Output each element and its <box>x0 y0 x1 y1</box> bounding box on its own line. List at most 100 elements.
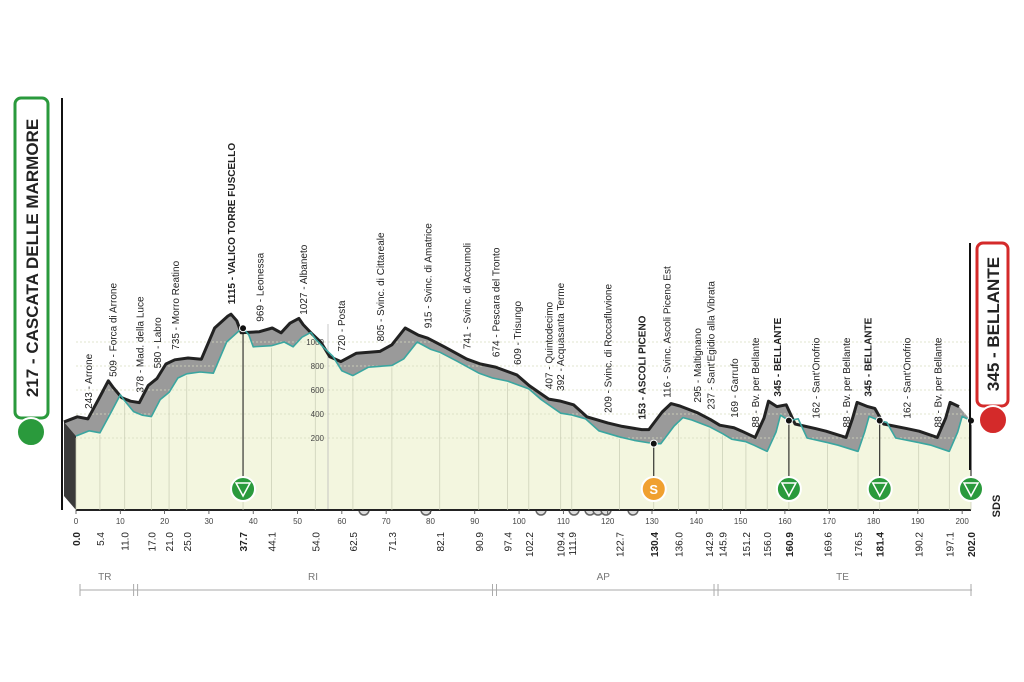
profile-dot <box>784 416 793 425</box>
marker-text: S <box>649 482 658 497</box>
y-tick-label: 400 <box>311 410 325 419</box>
km-label: 160.9 <box>785 532 796 557</box>
start-label: 217 - CASCATA DELLE MARMORE <box>23 119 42 397</box>
x-tick-label: 30 <box>204 517 213 526</box>
x-tick-label: 200 <box>955 517 969 526</box>
y-tick-label: 200 <box>311 434 325 443</box>
profile-dot <box>875 416 884 425</box>
waypoint-label: 237 - Sant'Egidio alla Vibrata <box>706 281 717 410</box>
x-tick-label: 170 <box>823 517 837 526</box>
km-label: 102.2 <box>525 532 536 557</box>
profile-line <box>75 327 972 453</box>
start-icon <box>16 417 46 447</box>
x-tick-label: 100 <box>512 517 526 526</box>
waypoint-label: 609 - Trisungo <box>513 301 524 365</box>
km-label: 176.5 <box>854 532 865 557</box>
km-label: 111.9 <box>568 532 579 556</box>
waypoint-label: 169 - Garrufo <box>730 358 741 418</box>
km-label: 169.6 <box>823 532 834 557</box>
waypoint-label: 805 - Svinc. di Cittareale <box>376 232 387 341</box>
waypoint-label: 162 - Sant'Onofrio <box>903 337 914 418</box>
waypoint-label: 345 - BELLANTE <box>864 317 875 396</box>
km-label: 156.0 <box>763 532 774 557</box>
km-label: 17.0 <box>147 532 158 552</box>
waypoint-label: 243 - Arrone <box>84 353 95 408</box>
marker-triangle <box>780 482 798 498</box>
waypoint-label: 509 - Forca di Arrone <box>109 283 120 377</box>
km-label: 109.4 <box>557 532 568 557</box>
relief-band <box>64 314 971 452</box>
marker-triangle <box>962 482 980 498</box>
left-face <box>64 421 76 510</box>
km-label: 145.9 <box>718 532 729 557</box>
waypoint-label: 209 - Svinc. di Roccafluvione <box>604 284 615 413</box>
km-label: 44.1 <box>267 532 278 552</box>
x-tick-label: 70 <box>382 517 391 526</box>
x-tick-label: 90 <box>470 517 479 526</box>
x-tick-label: 160 <box>778 517 792 526</box>
finish-label: 345 - BELLANTE <box>984 257 1003 391</box>
km-label: 82.1 <box>436 532 447 552</box>
waypoint-label: 88 - Bv. per Bellante <box>842 337 853 427</box>
marker <box>640 476 667 502</box>
km-label: 21.0 <box>165 532 176 552</box>
logo: SDS <box>991 495 1003 518</box>
waypoint-label: 162 - Sant'Onofrio <box>811 337 822 418</box>
x-tick-label: 190 <box>911 517 925 526</box>
waypoint-label: 741 - Svinc. di Accumoli <box>463 243 474 349</box>
km-label: 97.4 <box>504 532 515 552</box>
km-label: 71.3 <box>388 532 399 552</box>
km-label: 5.4 <box>96 532 107 546</box>
x-tick-label: 180 <box>867 517 881 526</box>
waypoint-label: 674 - Pescara del Tronto <box>492 247 503 357</box>
x-tick-label: 60 <box>337 517 346 526</box>
waypoint-label: 295 - Maltignano <box>693 328 704 403</box>
relief-top <box>63 312 960 439</box>
waypoint-label: 1027 - Albaneto <box>299 244 310 314</box>
waypoint-label: 735 - Morro Reatino <box>171 260 182 349</box>
waypoint-label: 392 - Acquasanta Terme <box>556 282 567 391</box>
province-label: TE <box>836 572 849 583</box>
waypoint-label: 915 - Svinc. di Amatrice <box>424 223 435 328</box>
profile-fill <box>76 328 971 510</box>
x-tick-label: 140 <box>690 517 704 526</box>
km-label: 25.0 <box>183 532 194 552</box>
km-label: 202.0 <box>967 532 978 557</box>
km-label: 190.2 <box>915 532 926 557</box>
km-label: 181.4 <box>876 532 887 557</box>
km-label: 122.7 <box>616 532 627 557</box>
km-label: 142.9 <box>705 532 716 557</box>
y-tick-label: 600 <box>311 386 325 395</box>
waypoint-label: 720 - Posta <box>337 300 348 352</box>
x-tick-label: 40 <box>249 517 258 526</box>
waypoint-label: 116 - Svinc. Ascoli Piceno Est <box>663 266 674 398</box>
waypoint-label: 1115 - VALICO TORRE FUSCELLO <box>227 143 238 305</box>
x-tick-label: 80 <box>426 517 435 526</box>
km-label: 0.0 <box>72 532 83 546</box>
waypoint-label: 580 - Labro <box>153 317 164 369</box>
profile-dot <box>649 439 658 448</box>
x-tick-label: 20 <box>160 517 169 526</box>
x-tick-label: 110 <box>557 517 570 526</box>
km-label: 197.1 <box>945 532 956 557</box>
km-label: 54.0 <box>311 532 322 552</box>
marker-triangle <box>234 482 252 498</box>
km-label: 37.7 <box>239 532 250 552</box>
km-label: 130.4 <box>650 532 661 557</box>
x-tick-label: 0 <box>74 517 79 526</box>
waypoint-label: 345 - BELLANTE <box>773 317 784 396</box>
x-tick-label: 150 <box>734 517 748 526</box>
waypoint-label: 378 - Mad. della Luce <box>135 296 146 393</box>
province-label: AP <box>597 572 611 583</box>
x-tick-label: 120 <box>601 517 615 526</box>
waypoint-label: 88 - Bv. per Bellante <box>933 337 944 427</box>
profile-dot <box>239 324 248 333</box>
waypoint-label: 88 - Bv. per Bellante <box>751 337 762 427</box>
marker-triangle <box>871 482 888 498</box>
km-label: 90.9 <box>475 532 486 552</box>
finish-icon <box>978 405 1008 435</box>
y-tick-label: 800 <box>311 362 325 371</box>
province-label: TR <box>98 572 111 583</box>
